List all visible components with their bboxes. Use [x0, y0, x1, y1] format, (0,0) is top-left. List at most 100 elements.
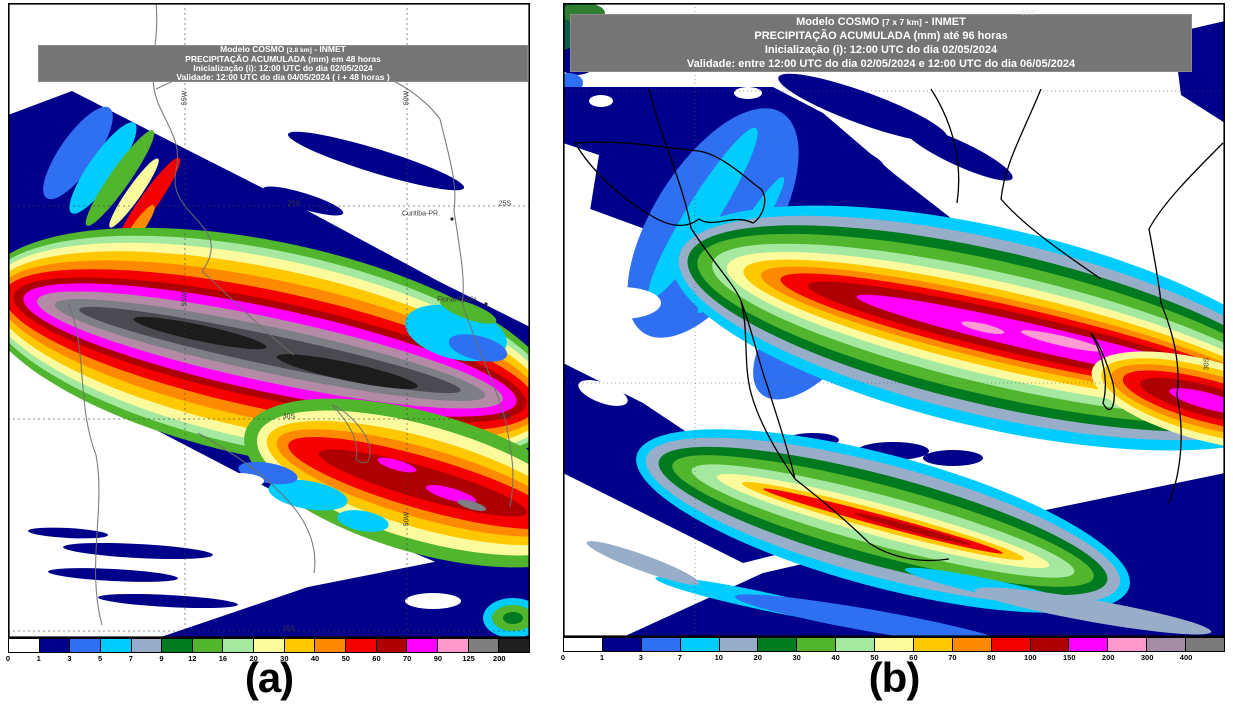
colorbar-segment [1029, 638, 1069, 651]
heavy-rain-band-a [8, 227, 530, 473]
colorbar-tick: 20 [249, 654, 258, 663]
title-line4: Validade: 12:00 UTC do dia 04/05/2024 ( … [176, 72, 390, 83]
colorbar-segment [1146, 638, 1185, 651]
map-title-a: Modelo COSMO [2.8 km] - INMET PRECIPITAÇ… [38, 43, 528, 83]
curitiba-city-dot [450, 217, 454, 221]
colorbar-segment [1185, 638, 1224, 651]
colorbar-tick: 60 [909, 653, 918, 662]
colorbar-segment [406, 639, 437, 652]
map-frame-a [8, 3, 530, 638]
map-a: Modelo COSMO [2.8 km] - INMET PRECIPITAÇ… [8, 3, 530, 638]
map-b: Modelo COSMO [7 x 7 km] - INMET PRECIPIT… [563, 3, 1225, 637]
secondary-rain-band-a [244, 398, 530, 568]
panel-caption-a: (a) [244, 654, 294, 701]
colorbar-segment [9, 639, 39, 652]
colorbar-segment [601, 638, 641, 651]
colorbar-tick: 150 [1062, 653, 1076, 662]
map-frame-b [563, 3, 1225, 637]
colorbar-segment [69, 639, 100, 652]
colorbar-tick: 10 [714, 653, 723, 662]
colorbar-tick: 5 [98, 654, 103, 663]
colorbar-tick: 50 [870, 653, 879, 662]
panel-caption-b: (b) [868, 654, 921, 701]
colorbar-tick: 40 [831, 653, 840, 662]
precipitation-map-b [563, 3, 1225, 637]
colorbar-tick: 30 [792, 653, 801, 662]
colorbar-segment [253, 639, 284, 652]
graticule-a [8, 3, 530, 638]
lower-rain-band-b [636, 429, 1130, 613]
rain-field-a [8, 91, 530, 638]
colorbar-segment [718, 638, 758, 651]
colorbar-segment [222, 639, 254, 652]
colorbar-segment [314, 639, 346, 652]
colorbar-segment [38, 639, 70, 652]
colorbar-tick: 400 [1179, 653, 1193, 662]
state-borders-b [573, 88, 1224, 562]
colorbar-segment [874, 638, 913, 651]
title-line1: Modelo COSMO [2.8 km] - INMET [220, 43, 346, 54]
colorbar-tick: 1 [36, 654, 41, 663]
colorbar-segment [130, 639, 162, 652]
colorbar-tick: 200 [493, 654, 506, 663]
colorbar-tick: 70 [403, 654, 412, 663]
colorbar-tick: 40 [310, 654, 320, 663]
colorbar-tick: 90 [433, 654, 443, 663]
graticule-b [563, 3, 1225, 637]
colorbar-tick: 30 [280, 654, 289, 663]
colorbar-tick: 12 [188, 654, 197, 663]
colorbar-segment [990, 638, 1030, 651]
colorbar-ticks-a: 0 1 3 5 7 9 12 16 20 30 40 50 60 70 90 125 200 [5, 654, 530, 665]
colorbar-tick: 1 [599, 653, 605, 662]
colorbar-segment [161, 639, 192, 652]
colorbar-segment [1107, 638, 1147, 651]
colorbar-segment [345, 639, 376, 652]
colorbar-segment [283, 639, 315, 652]
colorbar-tick: 7 [128, 654, 133, 663]
map-title-b: Modelo COSMO [7 x 7 km] - INMET PRECIPIT… [570, 14, 1192, 72]
colorbar-tick: 3 [67, 654, 72, 663]
colorbar-tick: 9 [159, 654, 164, 663]
colorbar-ticks-b: 0 1 3 7 10 20 30 40 50 60 70 80 100 150 200 300 400 [560, 653, 1225, 664]
title-line2: PRECIPITAÇÃO ACUMULADA (mm) até 96 horas [754, 30, 1008, 42]
title-line3: Inicialização (i): 12:00 UTC do dia 02/0… [193, 63, 373, 73]
title-line2: PRECIPITAÇÃO ACUMULADA (mm) em 48 horas [185, 53, 381, 64]
colorbar-segment [679, 638, 719, 651]
colorbar-tick: 125 [462, 654, 475, 663]
colorbar-tick: 100 [1024, 653, 1037, 662]
colorbar-tick: 7 [677, 653, 682, 662]
colorbar-b [563, 637, 1225, 652]
colorbar-segment [835, 638, 874, 651]
title-line4: Validade: entre 12:00 UTC do dia 02/05/2… [686, 58, 1076, 70]
colorbar-segment [99, 639, 131, 652]
colorbar-tick: 300 [1140, 653, 1154, 662]
colorbar-tick: 16 [218, 654, 228, 663]
colorbar-segment [498, 639, 529, 652]
title-line3: Inicialização (i): 12:00 UTC do dia 02/0… [764, 44, 998, 56]
florianopolis-city-dot [484, 302, 488, 306]
colorbar-segment [375, 639, 407, 652]
colorbar-tick: 3 [638, 653, 643, 662]
colorbar-tick: 20 [753, 653, 762, 662]
colorbar-tick: 0 [5, 654, 11, 663]
colorbar-tick: 200 [1101, 653, 1115, 662]
colorbar-segment [640, 638, 680, 651]
colorbar-segment [1068, 638, 1108, 651]
colorbar-segment [564, 638, 602, 651]
title-line1: Modelo COSMO [7 x 7 km] - INMET [796, 16, 966, 28]
colorbar-segment [912, 638, 952, 651]
colorbar-segment [467, 639, 499, 652]
colorbar-segment [796, 638, 836, 651]
colorbar-tick: 0 [560, 653, 566, 662]
colorbar-tick: 80 [987, 653, 996, 662]
precipitation-map-a [8, 3, 530, 638]
rain-field-b [563, 3, 1225, 637]
colorbar-segment [436, 639, 468, 652]
colorbar-segment [757, 638, 797, 651]
colorbar-segment [951, 638, 991, 651]
colorbar-tick: 60 [372, 654, 381, 663]
colorbar-segment [191, 639, 223, 652]
colorbar-a [8, 638, 530, 653]
colorbar-tick: 70 [948, 653, 957, 662]
